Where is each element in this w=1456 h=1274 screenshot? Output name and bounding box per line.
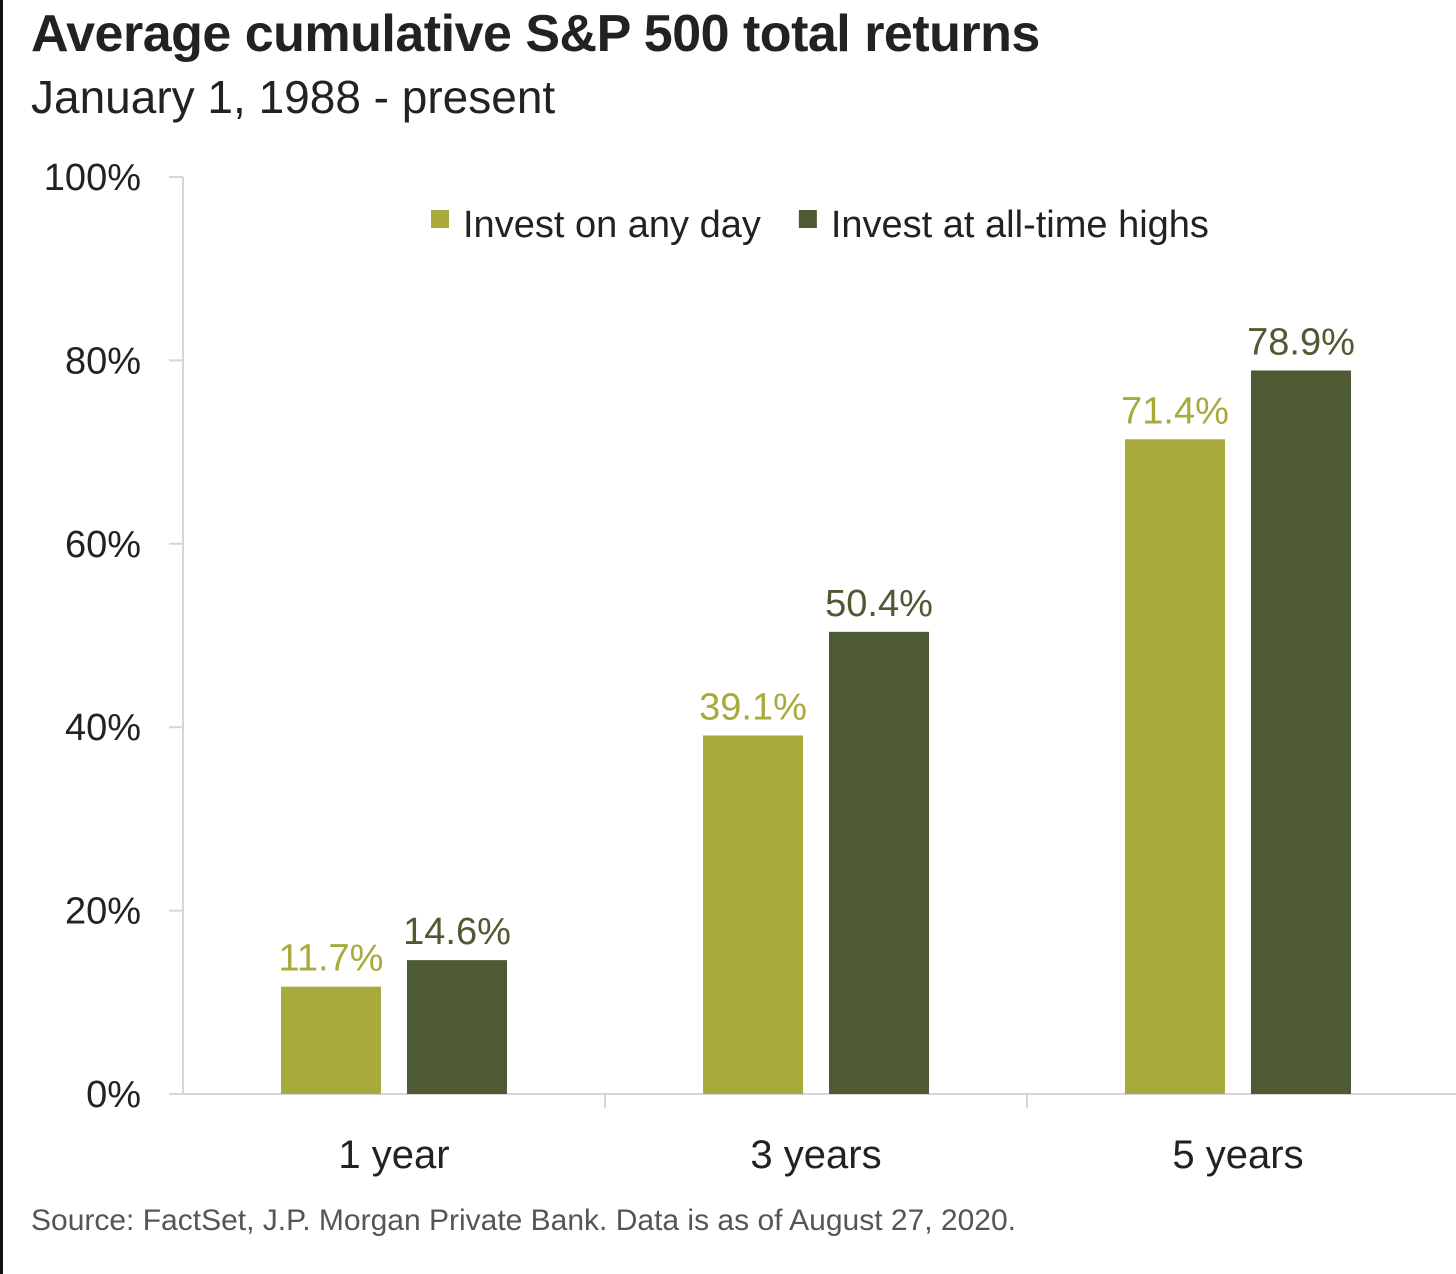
data-label: 50.4% — [825, 583, 933, 625]
bar — [1251, 370, 1351, 1094]
data-label: 78.9% — [1247, 321, 1355, 363]
bar — [829, 631, 929, 1094]
chart-subtitle: January 1, 1988 - present — [31, 71, 556, 123]
bar — [703, 735, 803, 1094]
bar-chart: 0% 20% 40% 60% 80% 100% 1 year 3 years 5 years 1… — [44, 157, 1456, 1177]
y-tick-label: 100% — [44, 157, 141, 199]
legend: Invest on any day Invest at all-time high… — [431, 204, 1209, 246]
legend-label: Invest on any day — [463, 204, 761, 246]
axes: 0% 20% 40% 60% 80% 100% 1 year 3 years 5 years — [44, 157, 1456, 1177]
bar — [407, 960, 507, 1094]
chart-title: Average cumulative S&P 500 total returns — [31, 5, 1040, 63]
data-labels: 11.7% 14.6% 39.1% 50.4% 71.4% 78.9% — [279, 321, 1355, 979]
x-tick-label: 3 years — [750, 1133, 881, 1177]
source-note: Source: FactSet, J.P. Morgan Private Ban… — [31, 1204, 1016, 1237]
data-label: 71.4% — [1121, 390, 1229, 432]
data-label: 14.6% — [403, 911, 511, 953]
legend-label: Invest at all-time highs — [831, 204, 1209, 246]
data-label: 39.1% — [699, 686, 807, 728]
bar — [1125, 439, 1225, 1095]
data-label: 11.7% — [279, 938, 384, 980]
legend-swatch — [798, 210, 817, 228]
y-tick-label: 60% — [65, 524, 141, 566]
bar — [281, 986, 381, 1094]
bars — [281, 370, 1351, 1095]
y-tick-label: 80% — [65, 340, 141, 382]
x-tick-label: 5 years — [1172, 1133, 1303, 1177]
y-tick-label: 40% — [65, 707, 141, 749]
y-tick-label: 20% — [65, 891, 141, 933]
x-tick-label: 1 year — [338, 1133, 449, 1177]
y-tick-label: 0% — [86, 1074, 141, 1116]
legend-swatch — [431, 210, 449, 228]
